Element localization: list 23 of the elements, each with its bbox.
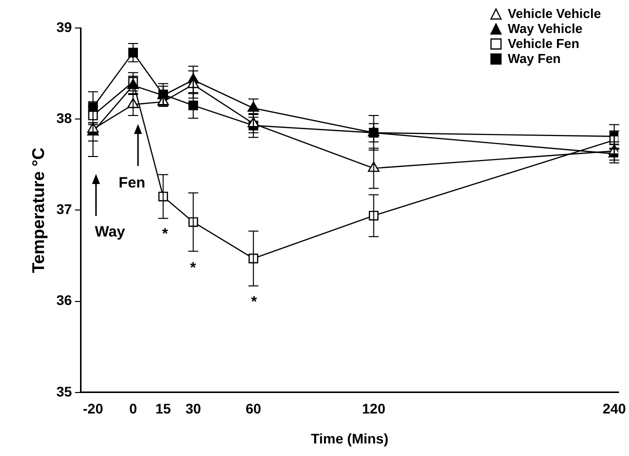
y-axis-title: Temperature °C — [28, 147, 48, 273]
x-tick-label: 30 — [185, 400, 202, 417]
x-tick-label: 120 — [362, 400, 386, 417]
annotation: Way — [94, 224, 126, 240]
y-tick-label: 35 — [56, 383, 72, 400]
annotation: Fen — [118, 174, 146, 192]
x-tick-label: 0 — [129, 400, 138, 417]
y-tick-label: 38 — [56, 110, 72, 126]
x-tick-label: 60 — [246, 400, 262, 417]
legend-label: Vehicle Vehicle — [508, 6, 601, 21]
x-axis-title: Time (Mins) — [310, 430, 388, 446]
legend-label: Way Vehicle — [508, 21, 582, 36]
annotation: * — [162, 226, 168, 242]
x-tick-label: 240 — [602, 400, 626, 417]
y-tick-label: 39 — [56, 18, 72, 35]
x-tick-label: -20 — [82, 400, 104, 417]
x-tick-label: 15 — [155, 400, 172, 417]
annotation: * — [251, 294, 257, 310]
y-tick-label: 36 — [56, 292, 72, 308]
annotation: * — [190, 260, 196, 276]
legend-label: Way Fen — [508, 51, 561, 66]
legend-label: Vehicle Fen — [508, 36, 580, 51]
y-tick-label: 37 — [56, 201, 72, 218]
